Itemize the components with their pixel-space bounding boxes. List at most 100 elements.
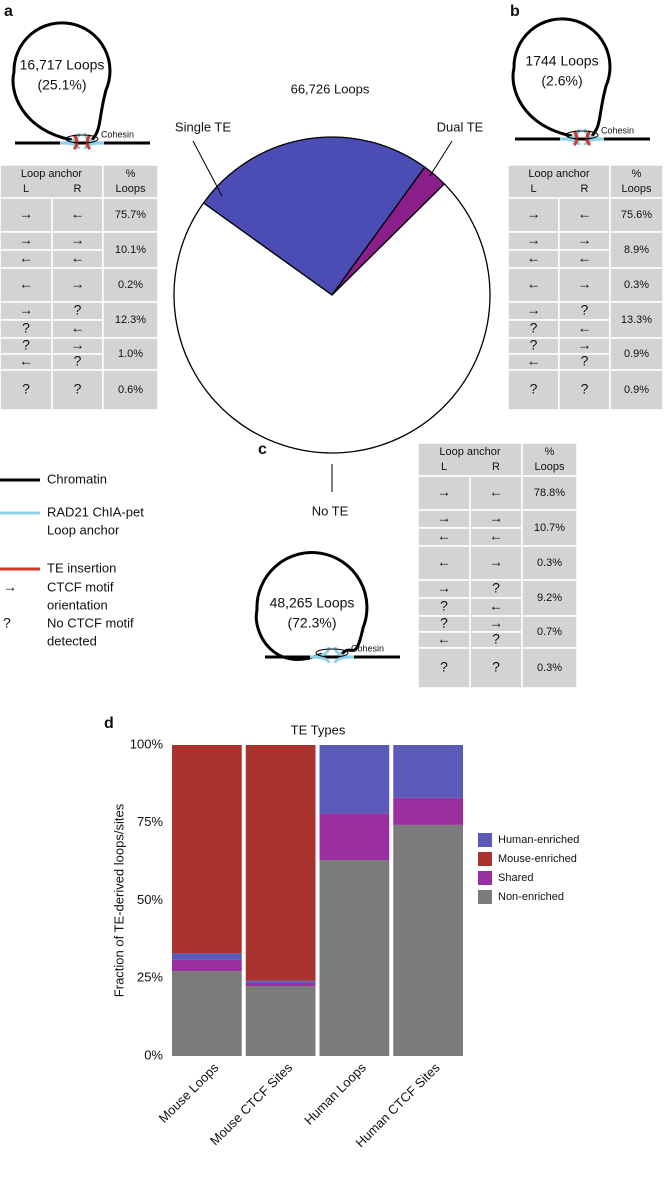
anchor-right: ? bbox=[492, 631, 500, 647]
anchor-left: ? bbox=[22, 337, 30, 353]
percent: 0.3% bbox=[537, 557, 562, 569]
percent: 10.1% bbox=[115, 244, 146, 256]
anchor-right: ← bbox=[489, 484, 503, 500]
table-cell bbox=[102, 267, 159, 303]
percent: 0.7% bbox=[537, 626, 562, 638]
cohesin-label: Cohesin bbox=[601, 125, 634, 135]
percent: 1.0% bbox=[118, 348, 143, 360]
chart-title: 66,726 Loops bbox=[291, 81, 370, 96]
percent: 13.3% bbox=[621, 314, 652, 326]
table-cell bbox=[51, 369, 104, 411]
legend-swatch bbox=[478, 833, 492, 847]
panel-label: d bbox=[104, 715, 114, 732]
table-cell bbox=[609, 267, 664, 303]
y-axis-label: Fraction of TE-derived loops/sites bbox=[111, 803, 126, 997]
loop bbox=[511, 17, 612, 138]
table-cell bbox=[417, 442, 523, 477]
bar-segment bbox=[319, 813, 390, 861]
percent: 75.6% bbox=[621, 209, 652, 221]
table-cell bbox=[609, 337, 664, 371]
anchor-left: → bbox=[527, 232, 541, 248]
x-tick-label: Human Loops bbox=[301, 1060, 369, 1128]
pie-slice bbox=[173, 182, 491, 454]
header: Loops bbox=[622, 183, 652, 195]
legend-symbol: ? bbox=[3, 615, 11, 631]
table-cell bbox=[507, 164, 611, 199]
bar-segment bbox=[393, 745, 463, 798]
header: L bbox=[23, 183, 29, 195]
chart-title: TE Types bbox=[291, 722, 346, 737]
anchor-right: → bbox=[489, 554, 503, 570]
anchor-left: → bbox=[437, 510, 451, 526]
legend-label: CTCF motif bbox=[47, 579, 114, 594]
anchor-right: → bbox=[489, 510, 503, 526]
panel-label: b bbox=[510, 3, 520, 20]
bar-segment bbox=[245, 745, 316, 981]
table-cell bbox=[0, 267, 53, 303]
header: Loops bbox=[535, 461, 565, 473]
table-cell bbox=[609, 164, 664, 199]
legend-label: Shared bbox=[498, 872, 533, 884]
header: % bbox=[545, 446, 555, 458]
pie-slice bbox=[202, 136, 426, 296]
anchor-left: ? bbox=[440, 615, 448, 631]
table-cell bbox=[521, 475, 578, 511]
anchor-right: → bbox=[578, 232, 592, 248]
x-tick-label: Mouse CTCF Sites bbox=[207, 1060, 296, 1149]
table-cell bbox=[102, 301, 159, 339]
y-tick-label: 25% bbox=[137, 970, 163, 985]
percent: 9.2% bbox=[537, 592, 562, 604]
anchor-left: ← bbox=[437, 554, 451, 570]
slice-label: Single TE bbox=[175, 119, 231, 134]
anchor-left: ← bbox=[527, 250, 541, 266]
bar-segment bbox=[172, 953, 242, 960]
anchor-left: → bbox=[19, 206, 33, 222]
table-cell bbox=[521, 579, 578, 617]
header: % bbox=[632, 168, 642, 180]
bar-segment bbox=[172, 959, 242, 972]
anchor-right: ← bbox=[71, 320, 85, 336]
anchor-right: ← bbox=[489, 598, 503, 614]
table-cell bbox=[417, 475, 471, 511]
anchor-left: ← bbox=[437, 631, 451, 647]
legend-symbol: → bbox=[3, 579, 17, 595]
bar-segment bbox=[172, 971, 242, 1056]
bar-segment bbox=[245, 982, 316, 987]
loop-count: 16,717 Loops bbox=[20, 57, 105, 73]
loop bbox=[11, 21, 112, 142]
anchor-left: ? bbox=[530, 320, 538, 336]
anchor-right: ? bbox=[74, 353, 82, 369]
header: L bbox=[530, 183, 536, 195]
bar-segment bbox=[393, 824, 463, 1056]
legend-swatch bbox=[478, 890, 492, 904]
anchor-right: → bbox=[71, 232, 85, 248]
percent: 0.2% bbox=[118, 279, 143, 291]
loop-percent: (72.3%) bbox=[287, 615, 336, 631]
legend-label: Human-enriched bbox=[498, 834, 579, 846]
anchor-left: → bbox=[19, 302, 33, 318]
percent: 12.3% bbox=[115, 314, 146, 326]
table-cell bbox=[521, 545, 578, 581]
x-tick-label: Mouse Loops bbox=[156, 1060, 222, 1126]
loop-anchor bbox=[309, 646, 355, 664]
table-cell bbox=[609, 369, 664, 411]
anchor-left: ← bbox=[19, 353, 33, 369]
header: Loop anchor bbox=[528, 168, 589, 180]
anchor-right: → bbox=[71, 276, 85, 292]
anchor-right: ? bbox=[581, 381, 589, 397]
loop-percent: (25.1%) bbox=[37, 77, 86, 93]
bar-segment bbox=[393, 797, 463, 825]
loop-count: 1744 Loops bbox=[525, 53, 598, 69]
y-tick-label: 100% bbox=[130, 736, 164, 751]
anchor-right: ? bbox=[74, 381, 82, 397]
cohesin bbox=[65, 134, 99, 144]
table-cell bbox=[507, 267, 560, 303]
anchor-right: ← bbox=[578, 320, 592, 336]
slice-label: Dual TE bbox=[437, 119, 484, 134]
anchor-right: ← bbox=[578, 206, 592, 222]
percent: 78.8% bbox=[534, 487, 565, 499]
table-cell bbox=[609, 197, 664, 233]
loop bbox=[254, 551, 369, 661]
legend-label: Chromatin bbox=[47, 471, 107, 486]
